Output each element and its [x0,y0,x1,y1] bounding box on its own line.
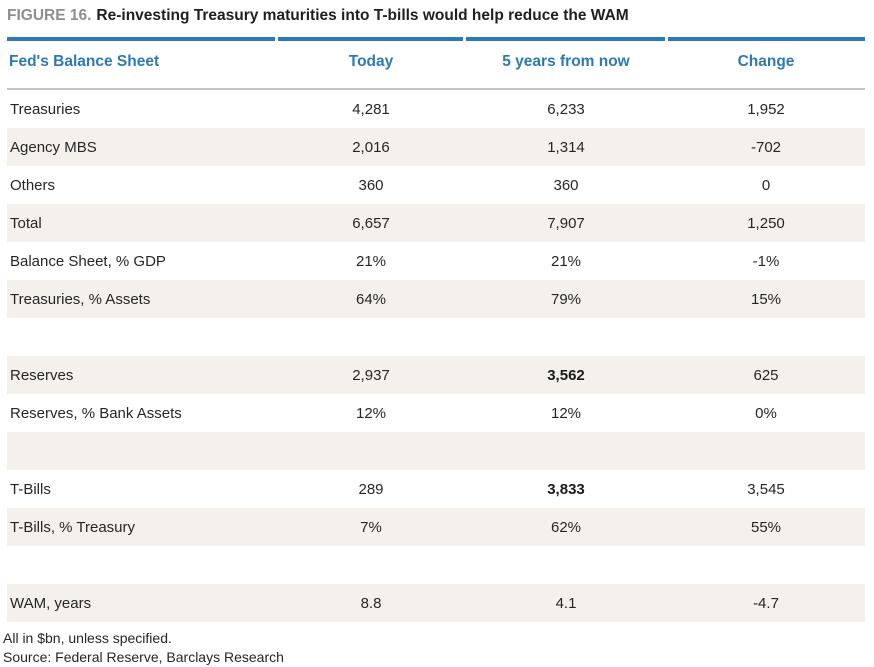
cell-change [667,432,865,470]
cell-today: 2,016 [352,138,390,156]
cell-today: 2,937 [352,366,390,384]
spacer-row [7,318,865,356]
cell-today: 6,657 [352,214,390,232]
cell-5-years: 21% [550,252,582,270]
cell-change: -702 [750,138,782,156]
cell-today: 289 [358,480,384,498]
row-label [7,432,277,470]
cell-change: 1,250 [747,214,785,232]
cell-5-years [465,318,667,356]
row-label: T-Bills [10,480,51,498]
cell-change [667,318,865,356]
table-row: Others 360 360 0 [7,166,865,204]
column-gap-marker [463,37,466,84]
column-gap-marker [665,37,668,84]
row-label: Balance Sheet, % GDP [10,252,166,270]
table-row: Total 6,657 7,907 1,250 [7,204,865,242]
row-label: Treasuries, % Assets [10,290,151,308]
figure-label: FIGURE 16. [7,7,92,24]
cell-5-years: 79% [550,290,582,308]
table-row: T-Bills, % Treasury 7% 62% 55% [7,508,865,546]
table-row: WAM, years 8.8 4.1 -4.7 [7,584,865,622]
cell-today: 21% [355,252,387,270]
table-row: Reserves, % Bank Assets 12% 12% 0% [7,394,865,432]
row-label [7,546,277,584]
cell-change: 1,952 [747,100,785,118]
figure-title: FIGURE 16. Re-investing Treasury maturiti… [7,6,865,26]
cell-today: 7% [360,518,382,536]
cell-5-years: 3,562 [547,366,585,384]
spacer-row [7,432,865,470]
col-header-today: Today [277,37,465,90]
cell-today: 4,281 [352,100,390,118]
cell-change: 3,545 [747,480,785,498]
row-label: Treasuries [10,100,81,118]
cell-change: 0% [755,404,777,422]
cell-change [667,546,865,584]
cell-change: 0 [761,176,771,194]
table-row: Treasuries, % Assets 64% 79% 15% [7,280,865,318]
cell-today [277,432,465,470]
balance-sheet-table: Fed's Balance Sheet Today 5 years from n… [7,37,865,622]
table-row: Treasuries 4,281 6,233 1,952 [7,89,865,128]
cell-5-years: 360 [553,176,579,194]
row-label: Total [10,214,42,232]
header-row: Fed's Balance Sheet Today 5 years from n… [7,37,865,90]
cell-change: 55% [750,518,782,536]
row-label: Reserves, % Bank Assets [10,404,182,422]
column-gap-marker [275,37,278,84]
cell-5-years: 12% [550,404,582,422]
cell-5-years: 3,833 [547,480,585,498]
col-header-5-years: 5 years from now [465,37,667,90]
table-body: Treasuries 4,281 6,233 1,952 Agency MBS 2,016… [7,89,865,622]
row-label: Others [10,176,56,194]
cell-5-years: 7,907 [547,214,585,232]
row-label: T-Bills, % Treasury [10,518,136,536]
cell-change: -4.7 [753,594,779,612]
footnote-units: All in $bn, unless specified. [3,630,172,646]
cell-change: 15% [750,290,782,308]
cell-change: 625 [753,366,779,384]
table-row: Reserves 2,937 3,562 625 [7,356,865,394]
cell-5-years: 1,314 [547,138,585,156]
cell-today: 64% [355,290,387,308]
figure-heading: Re-investing Treasury maturities into T-… [96,7,629,24]
cell-today [277,318,465,356]
footnotes: All in $bn, unless specified. Source: Fe… [3,629,865,667]
balance-sheet-table-wrap: Fed's Balance Sheet Today 5 years from n… [7,37,865,622]
row-label: Agency MBS [10,138,97,156]
row-label: Reserves [10,366,74,384]
cell-5-years: 4.1 [555,594,577,612]
cell-today: 360 [358,176,384,194]
cell-5-years [465,546,667,584]
row-label: WAM, years [10,594,92,612]
col-header-change: Change [667,37,865,90]
table-row: Balance Sheet, % GDP 21% 21% -1% [7,242,865,280]
footnote-source: Source: Federal Reserve, Barclays Resear… [3,649,284,665]
cell-change: -1% [752,252,780,270]
col-header-balance-sheet: Fed's Balance Sheet [7,37,277,90]
row-label [7,318,277,356]
cell-5-years [465,432,667,470]
cell-today: 12% [355,404,387,422]
cell-today: 8.8 [360,594,382,612]
table-row: T-Bills 289 3,833 3,545 [7,470,865,508]
cell-today [277,546,465,584]
table-row: Agency MBS 2,016 1,314 -702 [7,128,865,166]
spacer-row [7,546,865,584]
cell-5-years: 6,233 [547,100,585,118]
cell-5-years: 62% [550,518,582,536]
